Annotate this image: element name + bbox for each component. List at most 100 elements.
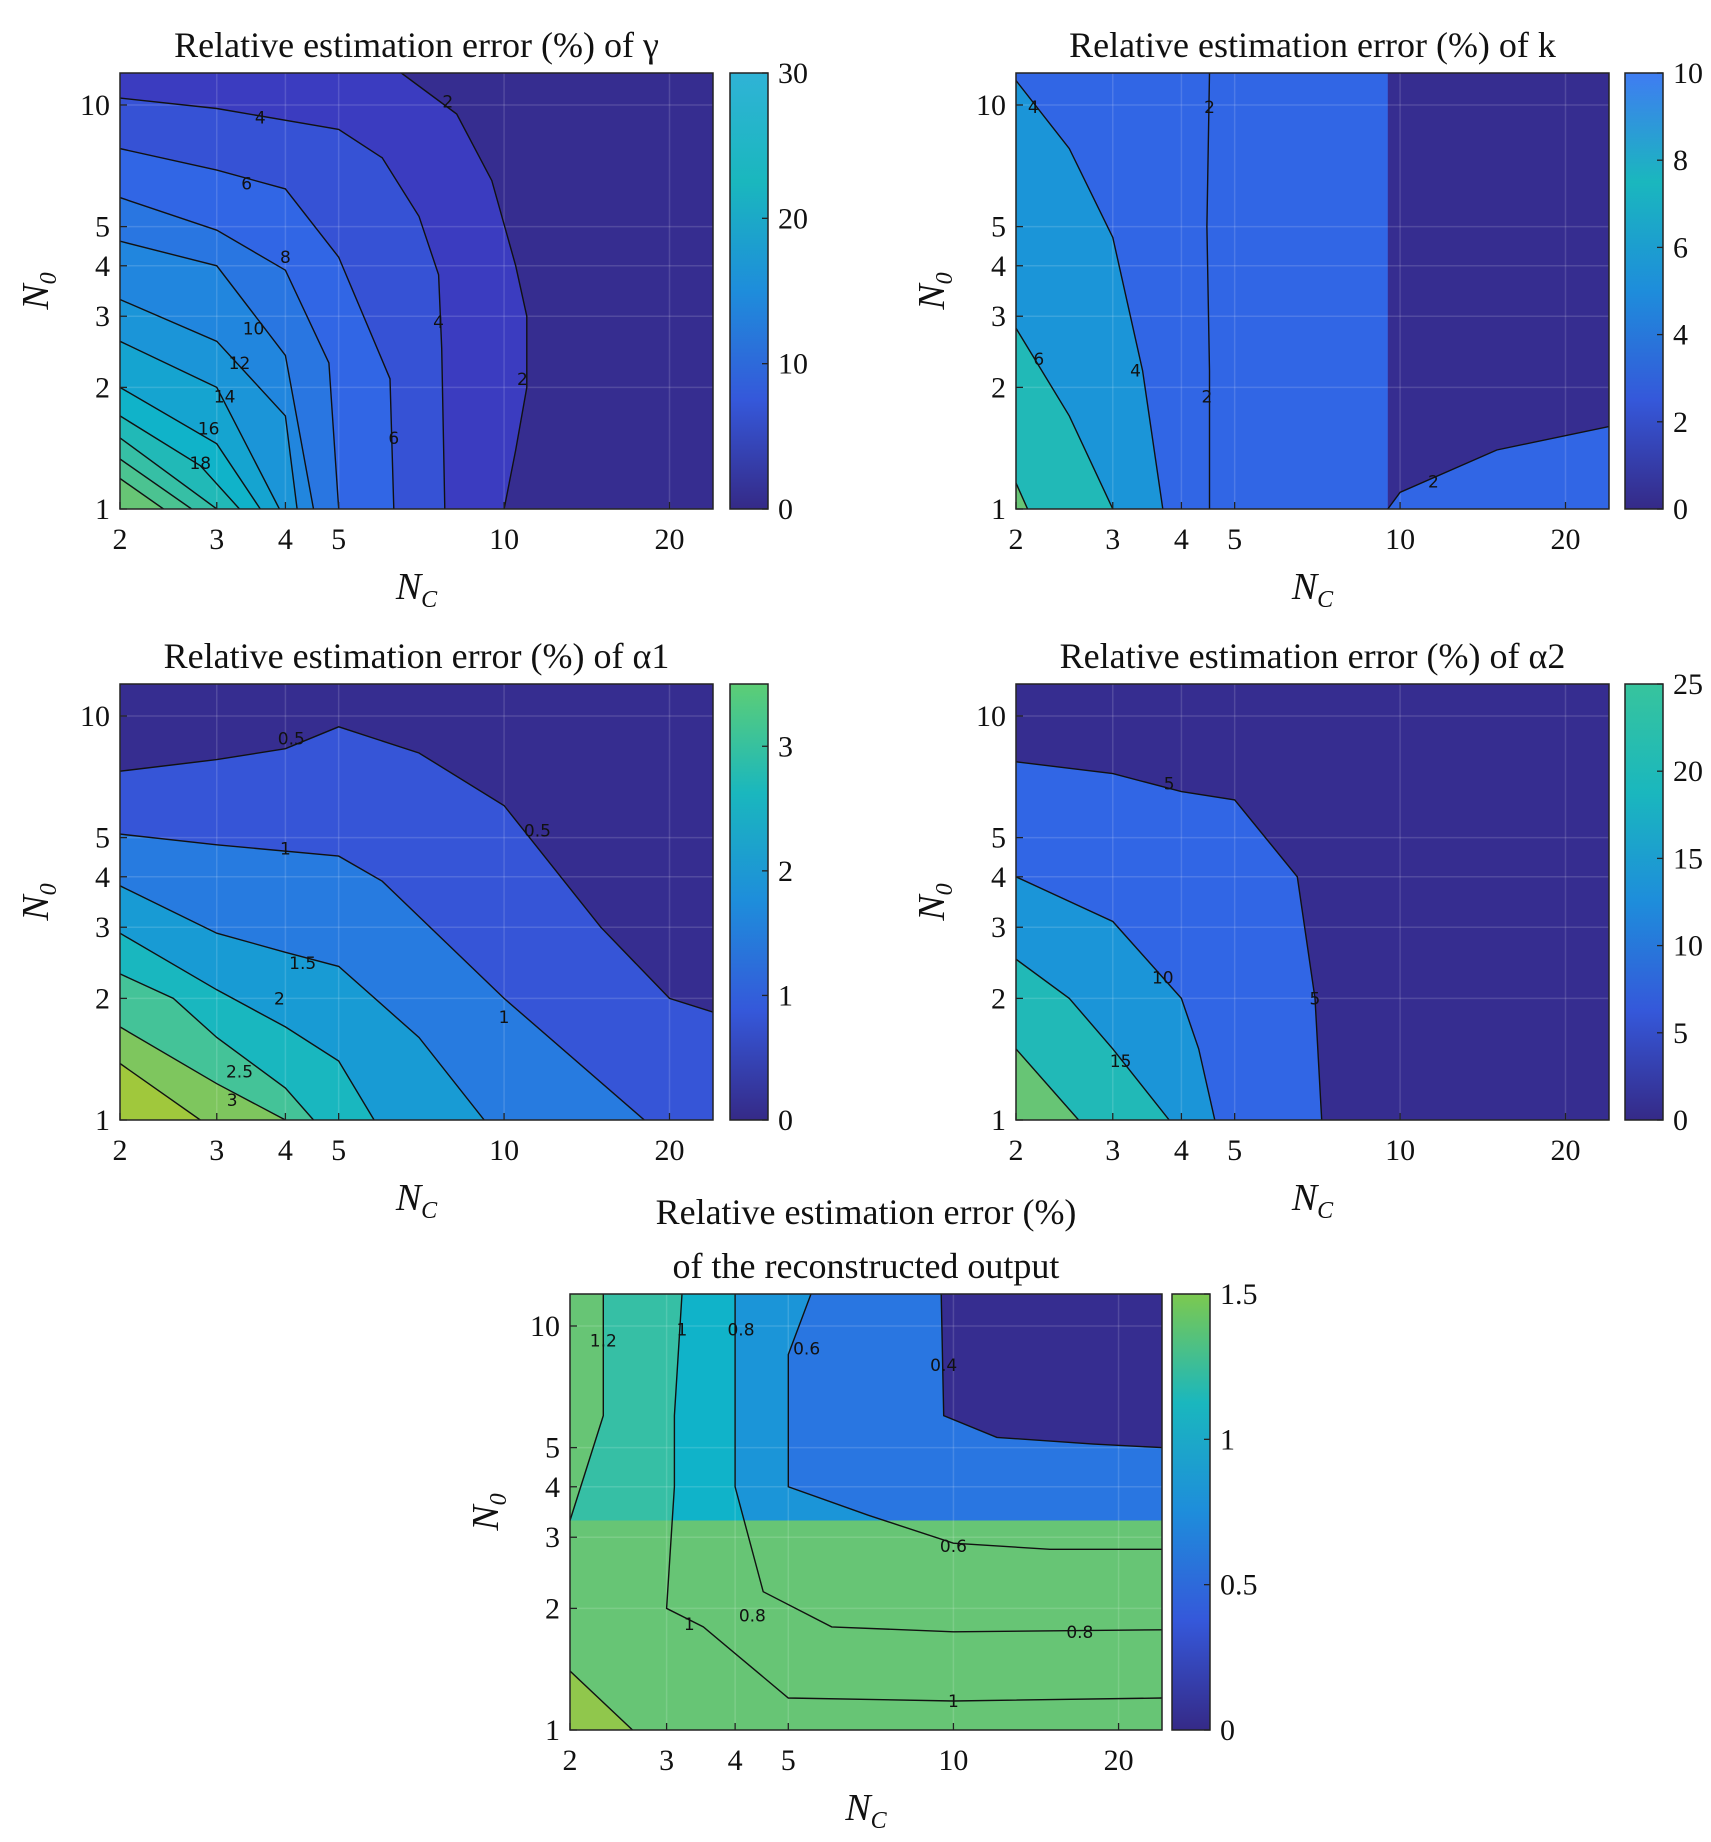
x-tick-label: 10 bbox=[489, 523, 519, 556]
y-tick-label: 10 bbox=[530, 1310, 560, 1343]
fill-region-6 bbox=[1016, 328, 1113, 509]
contour-label: 1 bbox=[499, 1008, 510, 1028]
fill-regions bbox=[1016, 73, 1609, 509]
colorbar-tick-label: 10 bbox=[778, 348, 808, 381]
colorbar-tick-label: 20 bbox=[778, 202, 808, 235]
y-tick-label: 3 bbox=[991, 911, 1006, 944]
x-tick-label: 10 bbox=[1385, 1134, 1415, 1167]
colorbar-tick-label: 2 bbox=[1673, 406, 1688, 439]
contour-line-0.6 bbox=[787, 1294, 1162, 1550]
y-tick-label: 10 bbox=[976, 700, 1006, 733]
contour-lines bbox=[1016, 761, 1323, 1120]
x-tick-label: 2 bbox=[1009, 523, 1024, 556]
chart-title: of the reconstructed output bbox=[673, 1246, 1060, 1286]
y-tick-label: 3 bbox=[95, 300, 110, 333]
contour-label: 4 bbox=[1130, 362, 1141, 382]
x-tick-label: 3 bbox=[1105, 1134, 1120, 1167]
chart-title: Relative estimation error (%) of α1 bbox=[164, 636, 670, 676]
contour-label: 1.2 bbox=[590, 1332, 617, 1352]
x-tick-label: 10 bbox=[938, 1744, 968, 1777]
colorbar-tick-label: 5 bbox=[1673, 1017, 1688, 1050]
colorbar-tick-label: 1.5 bbox=[1220, 1278, 1258, 1311]
contour-line-16 bbox=[120, 386, 261, 509]
y-tick-label: 1 bbox=[95, 1104, 110, 1137]
x-tick-label: 4 bbox=[1174, 1134, 1189, 1167]
contour-label: 1 bbox=[280, 839, 291, 859]
colorbar-gradient bbox=[729, 72, 769, 510]
contour-label: 4 bbox=[433, 313, 444, 333]
contour-line-3 bbox=[120, 1026, 286, 1120]
colorbar-tick-label: 3 bbox=[778, 730, 793, 763]
y-tick-label: 5 bbox=[95, 822, 110, 855]
contour-line-5 bbox=[1016, 761, 1323, 1120]
colorbar-tick-label: 10 bbox=[1673, 930, 1703, 963]
contour-label: 6 bbox=[1033, 350, 1044, 370]
contour-line-14 bbox=[120, 340, 281, 509]
contour-line-1.5 bbox=[120, 885, 485, 1120]
contour-line-3.3 bbox=[120, 1062, 201, 1120]
plot-frame bbox=[119, 72, 714, 510]
x-tick-label: 4 bbox=[278, 1134, 293, 1167]
fill-regions bbox=[120, 73, 527, 509]
contour-line-2 bbox=[1387, 425, 1609, 509]
y-tick-label: 10 bbox=[80, 89, 110, 122]
colorbar-tick-label: 0 bbox=[778, 493, 793, 526]
contour-label: 0.6 bbox=[793, 1339, 820, 1359]
y-tick-label: 5 bbox=[991, 822, 1006, 855]
contour-line-2 bbox=[1206, 73, 1211, 509]
contour-label: 15 bbox=[1110, 1052, 1132, 1072]
y-tick-label: 1 bbox=[991, 1104, 1006, 1137]
contour-label: 0.8 bbox=[1066, 1623, 1093, 1643]
contour-line-2 bbox=[400, 73, 528, 509]
colorbar-tick-label: 8 bbox=[1673, 144, 1688, 177]
contour-line-20 bbox=[120, 437, 218, 509]
x-tick-label: 2 bbox=[563, 1744, 578, 1777]
contour-label: 1 bbox=[677, 1321, 688, 1341]
fill-region-15 bbox=[1016, 959, 1170, 1120]
contour-label: 10 bbox=[1152, 969, 1174, 989]
y-tick-label: 2 bbox=[991, 982, 1006, 1015]
chart-title: Relative estimation error (%) of γ bbox=[174, 25, 659, 65]
colorbar-gradient bbox=[1624, 72, 1664, 510]
x-tick-label: 5 bbox=[1227, 1134, 1242, 1167]
x-tick-label: 5 bbox=[331, 1134, 346, 1167]
contour-label: 0.5 bbox=[524, 822, 551, 842]
colorbar-tick-label: 4 bbox=[1673, 319, 1688, 352]
contour-line-4 bbox=[1016, 80, 1164, 509]
x-tick-label: 3 bbox=[209, 1134, 224, 1167]
y-tick-label: 1 bbox=[991, 493, 1006, 526]
contour-label: 16 bbox=[198, 420, 220, 440]
chart-title: Relative estimation error (%) of α2 bbox=[1060, 636, 1566, 676]
y-tick-label: 4 bbox=[95, 861, 110, 894]
contour-label: 2 bbox=[274, 989, 285, 1009]
y-tick-label: 4 bbox=[545, 1471, 560, 1504]
contour-label: 5 bbox=[1164, 775, 1175, 795]
contour-label: 2 bbox=[1428, 472, 1439, 492]
contour-label: 14 bbox=[214, 387, 236, 407]
x-tick-label: 2 bbox=[1009, 1134, 1024, 1167]
colorbar-tick-label: 20 bbox=[1673, 755, 1703, 788]
x-tick-label: 10 bbox=[489, 1134, 519, 1167]
contour-line-10 bbox=[120, 240, 315, 509]
colorbar-tick-label: 25 bbox=[1673, 668, 1703, 701]
colorbar-tick-label: 15 bbox=[1673, 842, 1703, 875]
y-axis-label: N0 bbox=[465, 1493, 512, 1531]
y-tick-label: 5 bbox=[545, 1432, 560, 1465]
colorbar-gradient bbox=[729, 683, 769, 1121]
y-axis-label: N0 bbox=[15, 883, 62, 921]
contour-label: 3 bbox=[227, 1091, 238, 1111]
x-tick-label: 20 bbox=[1550, 1134, 1580, 1167]
x-tick-label: 2 bbox=[113, 523, 128, 556]
contour-label: 1.5 bbox=[289, 954, 316, 974]
contour-line-10 bbox=[1016, 876, 1216, 1120]
x-tick-label: 2 bbox=[113, 1134, 128, 1167]
contour-label: 6 bbox=[241, 174, 252, 194]
contour-line-1.2 bbox=[570, 1294, 604, 1521]
y-tick-label: 3 bbox=[991, 300, 1006, 333]
contour-label: 2 bbox=[1201, 387, 1212, 407]
contour-label: 1 bbox=[684, 1615, 695, 1635]
y-tick-label: 5 bbox=[991, 211, 1006, 244]
